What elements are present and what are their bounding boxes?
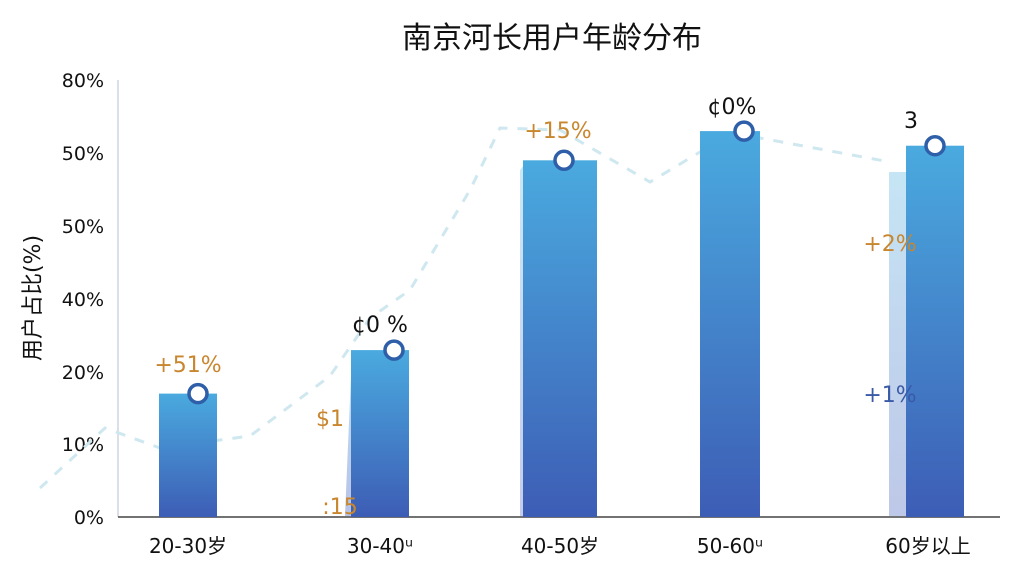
y-tick-label: 50% bbox=[62, 216, 104, 238]
category-label: 30-40ᵘ bbox=[347, 534, 413, 558]
y-tick-label: 50% bbox=[62, 143, 104, 165]
y-tick-label: 10% bbox=[62, 434, 104, 456]
data-annotation: +51% bbox=[154, 353, 221, 378]
bar bbox=[700, 131, 760, 517]
bar bbox=[351, 350, 409, 517]
bar bbox=[523, 160, 597, 518]
data-point-marker bbox=[733, 120, 755, 142]
annotations: +51% ¢0 % $1 :15 +15% ¢0% 3 +2% +1% bbox=[154, 95, 918, 520]
y-tick-label: 0% bbox=[74, 507, 104, 529]
data-annotation: ¢0 % bbox=[352, 313, 408, 338]
data-annotation: $1 bbox=[316, 407, 344, 432]
data-annotation: +2% bbox=[863, 232, 916, 257]
data-point-marker bbox=[383, 339, 405, 361]
data-point-marker bbox=[553, 149, 575, 172]
bars bbox=[159, 131, 964, 518]
category-label: 20-30岁 bbox=[149, 534, 227, 558]
y-tick-label: 20% bbox=[62, 362, 104, 384]
data-annotation: 3 bbox=[904, 109, 918, 134]
y-axis-label: 用户占比(%) bbox=[21, 235, 46, 361]
category-label: 40-50岁 bbox=[521, 534, 599, 558]
bar bbox=[906, 145, 964, 517]
data-annotation: :15 bbox=[322, 495, 357, 520]
bar bbox=[159, 393, 217, 517]
data-annotation: ¢0% bbox=[708, 95, 757, 120]
category-labels: 20-30岁 30-40ᵘ 40-50岁 50-60ᵘ 60岁以上 bbox=[149, 534, 971, 558]
y-tick-label: 80% bbox=[62, 70, 104, 92]
bar-shadow bbox=[889, 172, 908, 516]
chart-title: 南京河长用户年龄分布 bbox=[402, 21, 702, 56]
y-ticks: 0% 10% 20% 40% 50% 50% 80% bbox=[62, 70, 104, 529]
markers bbox=[187, 120, 946, 405]
data-annotation: +1% bbox=[863, 383, 916, 408]
category-label: 50-60ᵘ bbox=[697, 534, 763, 558]
data-annotation: +15% bbox=[524, 119, 591, 144]
data-point-marker bbox=[924, 134, 946, 157]
category-label: 60岁以上 bbox=[885, 534, 970, 558]
data-point-marker bbox=[187, 382, 209, 405]
y-tick-label: 40% bbox=[62, 289, 104, 311]
